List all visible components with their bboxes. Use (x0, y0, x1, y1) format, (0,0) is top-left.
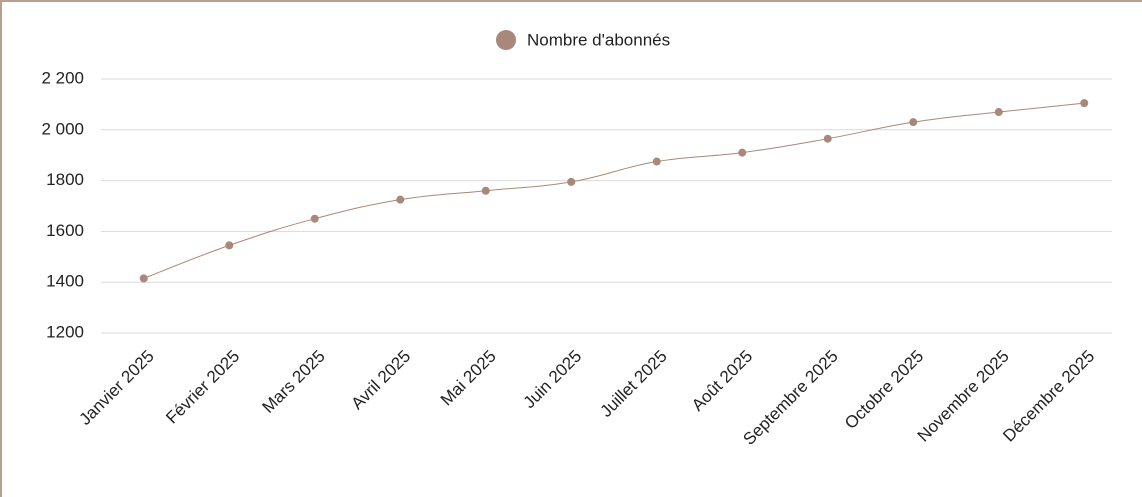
x-tick-label: Janvier 2025 (75, 347, 157, 429)
y-tick-label: 1400 (46, 272, 84, 291)
x-tick-label: Septembre 2025 (739, 347, 841, 449)
x-tick-label: Novembre 2025 (914, 347, 1013, 446)
data-point (310, 214, 319, 223)
x-tick-label: Juillet 2025 (596, 347, 670, 421)
x-tick-label: Août 2025 (688, 347, 756, 415)
x-tick-label: Février 2025 (162, 347, 243, 428)
data-point (481, 186, 490, 195)
y-tick-label: 1800 (46, 170, 84, 189)
data-point (225, 241, 234, 250)
legend-label: Nombre d'abonnés (527, 30, 670, 49)
x-tick-label: Juin 2025 (520, 347, 586, 413)
x-tick-label: Avril 2025 (348, 347, 415, 414)
series-line (143, 102, 1085, 279)
data-point (909, 118, 918, 127)
data-point (738, 148, 747, 157)
legend-marker (496, 30, 516, 50)
y-tick-label: 1200 (46, 322, 84, 341)
data-point (994, 108, 1003, 117)
data-point (1080, 99, 1089, 108)
data-point (652, 157, 661, 166)
data-point (567, 177, 576, 186)
data-point (823, 134, 832, 143)
x-tick-label: Mars 2025 (259, 347, 329, 417)
x-tick-label: Décembre 2025 (999, 347, 1098, 446)
y-tick-label: 2 200 (41, 68, 84, 87)
y-tick-label: 2 000 (41, 119, 84, 138)
data-point (396, 195, 405, 204)
x-tick-label: Mai 2025 (437, 347, 500, 410)
y-tick-label: 1600 (46, 221, 84, 240)
data-point (139, 274, 148, 283)
x-tick-label: Octobre 2025 (841, 347, 927, 433)
